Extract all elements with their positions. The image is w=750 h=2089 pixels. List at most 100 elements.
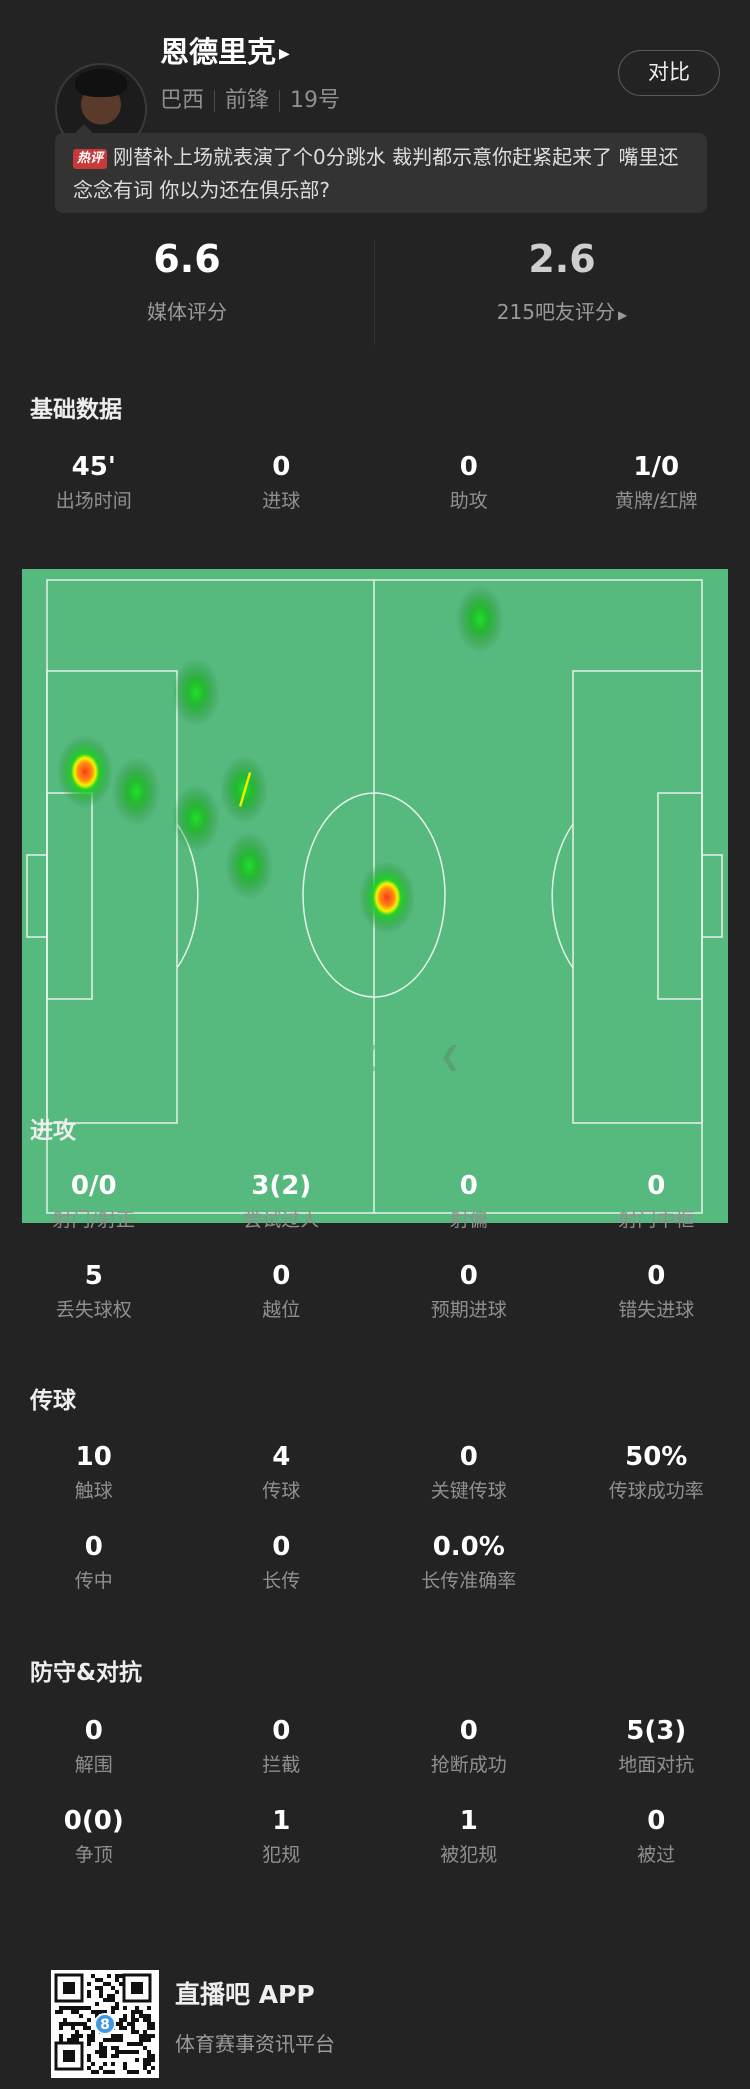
stat-value: 0 [459, 1442, 478, 1472]
fan-rating[interactable]: 2.6 215吧友评分 ▶ [412, 236, 712, 329]
ratings-divider [374, 240, 375, 345]
hot-comment-badge: 热评 [73, 149, 108, 169]
heat-spot [57, 735, 114, 808]
defense-stats-grid: 0 解围 0 拦截 0 抢断成功 5(3) 地面对抗 0(0) 争顶 1 犯规 1 被犯规 0 被过 [0, 1713, 750, 1893]
heat-spot [358, 861, 415, 934]
stat-value: 5(3) [626, 1716, 687, 1746]
svg-text:8: 8 [100, 2017, 110, 2033]
stat-defense-7: 0 被过 [563, 1803, 750, 1893]
stat-value: 3(2) [251, 1171, 312, 1201]
stat-value: 0 [647, 1171, 666, 1201]
stat-label: 丢失球权 [55, 1299, 132, 1321]
stat-value: 5 [84, 1261, 103, 1291]
stat-label: 被过 [637, 1844, 676, 1866]
stat-value: 10 [75, 1442, 112, 1472]
stat-defense-1: 0 拦截 [188, 1713, 376, 1803]
stat-defense-2: 0 抢断成功 [375, 1713, 563, 1803]
chevron-left-icon [403, 1045, 417, 1071]
heat-spot [455, 585, 504, 654]
stat-label: 拦截 [262, 1754, 301, 1776]
chevron-left-icon [323, 1045, 337, 1071]
stat-value: 0 [272, 1532, 291, 1562]
right-goal [701, 854, 723, 938]
section-title-basic: 基础数据 [30, 397, 122, 423]
chevron-left-icon [423, 1045, 437, 1071]
stat-passing-3: 50% 传球成功率 [563, 1439, 750, 1529]
heat-spot [172, 658, 221, 727]
stat-value: 50% [625, 1442, 688, 1472]
stat-label: 传中 [74, 1570, 113, 1592]
stat-label: 射门/射正 [52, 1209, 135, 1231]
stat-passing-1: 4 传球 [188, 1439, 376, 1529]
stat-defense-3: 5(3) 地面对抗 [563, 1713, 750, 1803]
chevron-left-icon [363, 1045, 377, 1071]
stat-label: 长传准确率 [421, 1570, 517, 1592]
stat-basic-3: 1/0 黄牌/红牌 [563, 449, 750, 539]
stat-attack-3: 0 射门中框 [563, 1168, 750, 1258]
stat-defense-0: 0 解围 [0, 1713, 188, 1803]
stat-basic-2: 0 助攻 [375, 449, 563, 539]
media-rating: 6.6 媒体评分 [37, 236, 337, 326]
stat-basic-0: 45' 出场时间 [0, 449, 188, 539]
stat-label: 助攻 [449, 490, 488, 512]
stat-label: 触球 [74, 1480, 113, 1502]
player-nation: 巴西 [160, 88, 205, 113]
basic-stats-grid: 45' 出场时间 0 进球 0 助攻 1/0 黄牌/红牌 [0, 449, 750, 539]
section-title-defense: 防守&对抗 [30, 1660, 143, 1686]
stat-label: 被犯规 [440, 1844, 498, 1866]
stat-label: 传球成功率 [608, 1480, 704, 1502]
stat-label: 预期进球 [430, 1299, 507, 1321]
stat-value: 0 [459, 1171, 478, 1201]
passing-stats-grid: 10 触球 4 传球 0 关键传球 50% 传球成功率 0 传中 0 长传 0.0% 长传准确率 [0, 1439, 750, 1619]
media-rating-value: 6.6 [153, 237, 221, 281]
chevron-left-icon [343, 1045, 357, 1071]
stat-label: 抢断成功 [430, 1754, 507, 1776]
section-title-attack: 进攻 [30, 1118, 76, 1144]
heat-spot [225, 831, 274, 900]
stat-value: 0 [272, 452, 291, 482]
swipe-hint-chevrons[interactable] [283, 1045, 463, 1071]
stat-attack-2: 0 射偏 [375, 1168, 563, 1258]
stat-label: 解围 [74, 1754, 113, 1776]
compare-button[interactable]: 对比 [618, 50, 720, 96]
stat-label: 长传 [262, 1570, 301, 1592]
stat-defense-5: 1 犯规 [188, 1803, 376, 1893]
hot-comment[interactable]: 热评 刚替补上场就表演了个0分跳水 裁判都示意你赶紧起来了 嘴里还念念有词 你以为… [55, 124, 707, 213]
stat-value: 1 [272, 1806, 291, 1836]
stat-label: 越位 [262, 1299, 301, 1321]
stat-defense-6: 1 被犯规 [375, 1803, 563, 1893]
right-penalty-arc [551, 823, 574, 969]
attack-stats-grid: 0/0 射门/射正 3(2) 尝试过人 0 射偏 0 射门中框 5 丢失球权 0 越位 0 预期进球 0 错失… [0, 1168, 750, 1348]
chevron-left-icon [383, 1045, 397, 1071]
stat-label: 出场时间 [55, 490, 132, 512]
player-name-link[interactable]: 恩德里克 ▶ [160, 32, 290, 74]
fan-rating-link[interactable]: 215吧友评分 ▶ [412, 298, 712, 329]
caret-right-icon: ▶ [279, 46, 290, 62]
stat-label: 争顶 [74, 1844, 113, 1866]
stat-defense-4: 0(0) 争顶 [0, 1803, 188, 1893]
divider [214, 90, 216, 112]
player-position: 前锋 [225, 88, 270, 113]
caret-right-icon: ▶ [617, 308, 628, 322]
stat-label: 射偏 [449, 1209, 488, 1231]
stat-label: 犯规 [262, 1844, 301, 1866]
stat-value: 4 [272, 1442, 291, 1472]
heat-spot [172, 784, 221, 853]
fan-rating-label: 215吧友评分 [496, 300, 615, 324]
stat-label: 黄牌/红牌 [615, 490, 698, 512]
stat-passing-4: 0 传中 [0, 1529, 188, 1619]
media-rating-label: 媒体评分 [147, 300, 227, 324]
stat-value: 0 [272, 1261, 291, 1291]
stat-value: 0(0) [63, 1806, 124, 1836]
app-qr-code: 8 [51, 1970, 159, 2078]
chevron-left-icon [303, 1045, 317, 1071]
stat-attack-0: 0/0 射门/射正 [0, 1168, 188, 1258]
stat-value: 0 [272, 1716, 291, 1746]
stat-value: 0.0% [432, 1532, 505, 1562]
stat-passing-5: 0 长传 [188, 1529, 376, 1619]
section-title-passing: 传球 [30, 1388, 76, 1414]
heat-spot-streak [238, 772, 252, 807]
chevron-left-icon [283, 1045, 297, 1071]
app-name: 直播吧 APP [175, 1980, 315, 2009]
heat-spots [57, 585, 504, 934]
